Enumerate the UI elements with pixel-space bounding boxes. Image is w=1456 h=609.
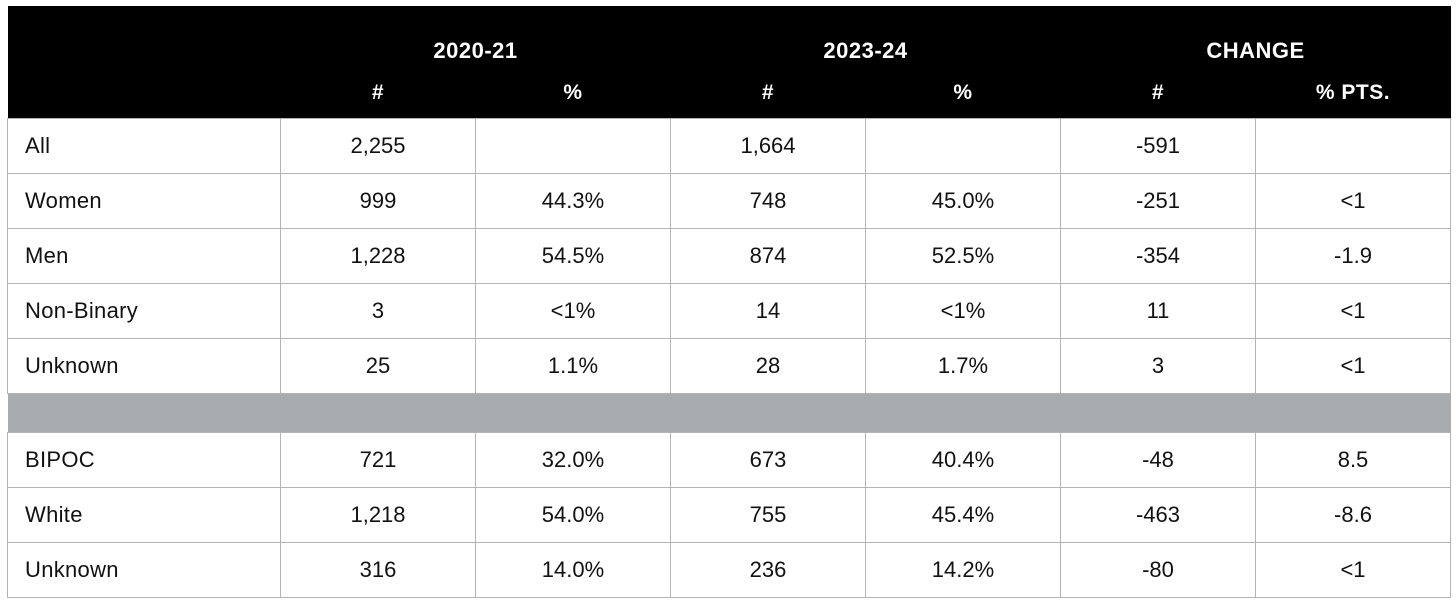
cell-count-2023: 1,664: [670, 118, 866, 174]
table-row: Unknown 316 14.0% 236 14.2% -80 <1: [7, 542, 1451, 598]
cell-change-count: -354: [1060, 228, 1256, 284]
cell-change-points: [1255, 118, 1451, 174]
cell-change-points: <1: [1255, 283, 1451, 339]
header-group-2023-24: 2023-24: [670, 6, 1061, 68]
table-row: Men 1,228 54.5% 874 52.5% -354 -1.9: [7, 228, 1451, 284]
section-divider: [7, 393, 1451, 433]
cell-change-count: -251: [1060, 173, 1256, 229]
cell-count-2020: 2,255: [280, 118, 476, 174]
header-sub-percent-points: % PTS.: [1255, 68, 1451, 119]
cell-count-2020: 316: [280, 542, 476, 598]
cell-percent-2020: 32.0%: [475, 432, 671, 488]
table-row: All 2,255 1,664 -591: [7, 118, 1451, 174]
cell-percent-2023: 14.2%: [865, 542, 1061, 598]
cell-change-count: -463: [1060, 487, 1256, 543]
cell-percent-2020: [475, 118, 671, 174]
cell-change-points: <1: [1255, 338, 1451, 394]
cell-count-2020: 3: [280, 283, 476, 339]
row-label: All: [7, 118, 281, 174]
row-label: Unknown: [7, 338, 281, 394]
table-row: Unknown 25 1.1% 28 1.7% 3 <1: [7, 338, 1451, 394]
cell-change-count: -591: [1060, 118, 1256, 174]
row-label: Men: [7, 228, 281, 284]
cell-percent-2020: 54.5%: [475, 228, 671, 284]
cell-count-2020: 25: [280, 338, 476, 394]
cell-count-2023: 14: [670, 283, 866, 339]
cell-percent-2023: <1%: [865, 283, 1061, 339]
cell-count-2023: 673: [670, 432, 866, 488]
header-sub-count: #: [670, 68, 866, 119]
cell-count-2023: 874: [670, 228, 866, 284]
header-corner: [7, 6, 281, 68]
section-divider-cell: [7, 393, 1451, 433]
data-table-container: 2020-21 2023-24 CHANGE # % # % # % PTS. …: [7, 6, 1451, 598]
cell-change-points: -1.9: [1255, 228, 1451, 284]
header-group-2020-21: 2020-21: [280, 6, 671, 68]
row-label: Women: [7, 173, 281, 229]
header-sub-row: # % # % # % PTS.: [7, 68, 1451, 119]
cell-percent-2023: 52.5%: [865, 228, 1061, 284]
cell-percent-2020: 1.1%: [475, 338, 671, 394]
cell-percent-2020: <1%: [475, 283, 671, 339]
header-group-row: 2020-21 2023-24 CHANGE: [7, 6, 1451, 68]
cell-change-points: <1: [1255, 173, 1451, 229]
table-row: Women 999 44.3% 748 45.0% -251 <1: [7, 173, 1451, 229]
demographics-table: 2020-21 2023-24 CHANGE # % # % # % PTS. …: [7, 6, 1451, 598]
cell-change-count: 11: [1060, 283, 1256, 339]
header-sub-count: #: [280, 68, 476, 119]
cell-percent-2020: 54.0%: [475, 487, 671, 543]
cell-percent-2020: 44.3%: [475, 173, 671, 229]
cell-change-points: 8.5: [1255, 432, 1451, 488]
header-sub-corner: [7, 68, 281, 119]
cell-percent-2023: 45.4%: [865, 487, 1061, 543]
cell-count-2023: 28: [670, 338, 866, 394]
table-body: All 2,255 1,664 -591 Women 999 44.3% 748…: [7, 118, 1451, 598]
row-label: White: [7, 487, 281, 543]
cell-change-points: -8.6: [1255, 487, 1451, 543]
table-row: White 1,218 54.0% 755 45.4% -463 -8.6: [7, 487, 1451, 543]
table-row: Non-Binary 3 <1% 14 <1% 11 <1: [7, 283, 1451, 339]
cell-percent-2020: 14.0%: [475, 542, 671, 598]
cell-count-2020: 999: [280, 173, 476, 229]
header-sub-count: #: [1060, 68, 1256, 119]
cell-percent-2023: 1.7%: [865, 338, 1061, 394]
table-header: 2020-21 2023-24 CHANGE # % # % # % PTS.: [7, 6, 1451, 119]
cell-change-points: <1: [1255, 542, 1451, 598]
header-sub-percent: %: [475, 68, 671, 119]
row-label: Unknown: [7, 542, 281, 598]
cell-change-count: -48: [1060, 432, 1256, 488]
header-sub-percent: %: [865, 68, 1061, 119]
cell-percent-2023: 45.0%: [865, 173, 1061, 229]
cell-percent-2023: [865, 118, 1061, 174]
cell-count-2023: 755: [670, 487, 866, 543]
header-group-change: CHANGE: [1060, 6, 1451, 68]
row-label: BIPOC: [7, 432, 281, 488]
cell-count-2023: 748: [670, 173, 866, 229]
table-row: BIPOC 721 32.0% 673 40.4% -48 8.5: [7, 432, 1451, 488]
cell-count-2023: 236: [670, 542, 866, 598]
row-label: Non-Binary: [7, 283, 281, 339]
cell-change-count: -80: [1060, 542, 1256, 598]
cell-count-2020: 1,228: [280, 228, 476, 284]
cell-count-2020: 721: [280, 432, 476, 488]
cell-change-count: 3: [1060, 338, 1256, 394]
cell-percent-2023: 40.4%: [865, 432, 1061, 488]
cell-count-2020: 1,218: [280, 487, 476, 543]
